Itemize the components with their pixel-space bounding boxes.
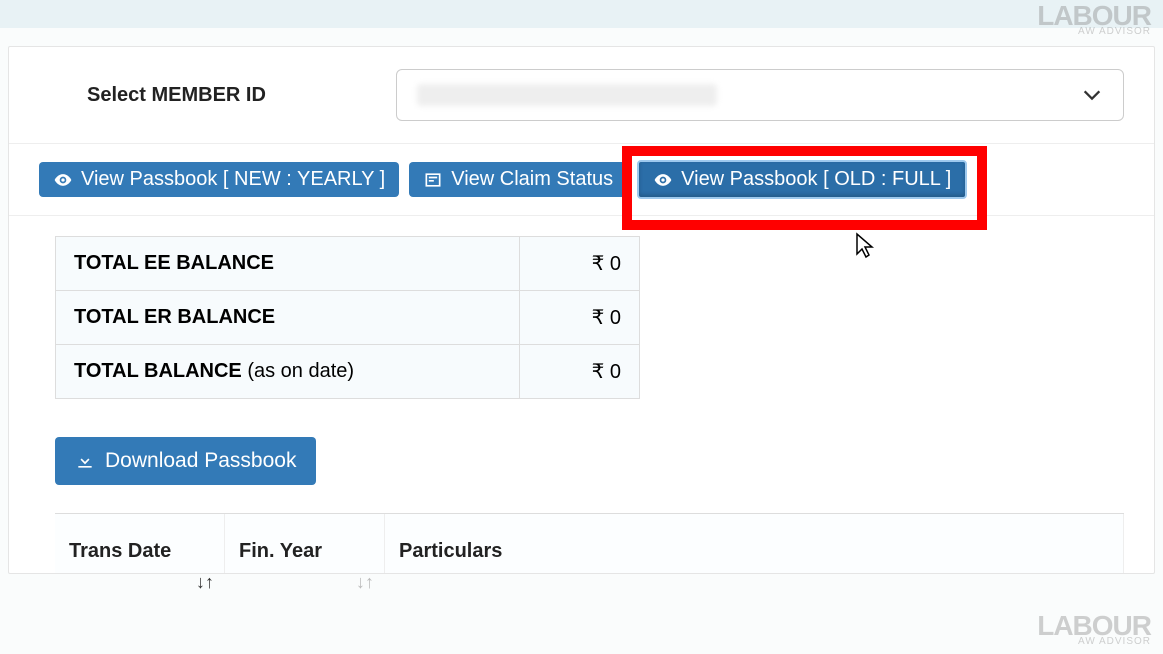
table-row: TOTAL ER BALANCE ₹ 0 <box>56 291 640 345</box>
news-icon <box>423 170 443 190</box>
view-claim-status-button[interactable]: View Claim Status <box>409 162 627 197</box>
button-label: View Claim Status <box>451 168 613 191</box>
balance-value-cell: ₹ 0 <box>520 345 640 399</box>
chevron-down-icon <box>1081 84 1103 106</box>
table-row: TOTAL EE BALANCE ₹ 0 <box>56 237 640 291</box>
eye-icon <box>53 170 73 190</box>
table-row: TOTAL BALANCE (as on date) ₹ 0 <box>56 345 640 399</box>
top-bar <box>0 0 1163 28</box>
column-header-fin-year[interactable]: Fin. Year ↓↑ <box>225 514 385 573</box>
view-passbook-old-button[interactable]: View Passbook [ OLD : FULL ] <box>637 160 967 199</box>
download-passbook-button[interactable]: Download Passbook <box>55 437 316 485</box>
column-header-particulars[interactable]: Particulars <box>385 514 1124 573</box>
sort-icon[interactable]: ↓↑ <box>356 572 374 593</box>
column-label: Fin. Year <box>239 540 322 562</box>
eye-icon <box>653 170 673 190</box>
member-id-select[interactable] <box>396 69 1124 121</box>
balance-label-cell: TOTAL EE BALANCE <box>56 237 520 291</box>
column-label: Trans Date <box>69 540 171 562</box>
button-label: View Passbook [ NEW : YEARLY ] <box>81 168 385 191</box>
balance-value-cell: ₹ 0 <box>520 237 640 291</box>
balance-value-cell: ₹ 0 <box>520 291 640 345</box>
button-label: View Passbook [ OLD : FULL ] <box>681 168 951 191</box>
watermark-top: LABOUR AW ADVISOR <box>1037 4 1151 36</box>
balance-summary-table: TOTAL EE BALANCE ₹ 0 TOTAL ER BALANCE ₹ … <box>55 236 640 399</box>
column-label: Particulars <box>399 540 502 562</box>
button-label: Download Passbook <box>105 449 296 473</box>
content-area: TOTAL EE BALANCE ₹ 0 TOTAL ER BALANCE ₹ … <box>9 216 1154 573</box>
member-id-row: Select MEMBER ID <box>9 47 1154 144</box>
action-buttons-row: View Passbook [ NEW : YEARLY ] View Clai… <box>9 144 1154 216</box>
member-id-value-hidden <box>417 84 717 106</box>
transactions-grid-header: Trans Date ↓↑ Fin. Year ↓↑ Particulars <box>55 513 1124 573</box>
watermark-bottom: LABOUR AW ADVISOR <box>1037 614 1151 646</box>
download-icon <box>75 451 95 471</box>
main-panel: Select MEMBER ID View Passbook [ NEW : Y… <box>8 46 1155 574</box>
view-passbook-new-button[interactable]: View Passbook [ NEW : YEARLY ] <box>39 162 399 197</box>
member-id-label: Select MEMBER ID <box>87 84 266 107</box>
sort-desc-icon[interactable]: ↓↑ <box>196 572 214 593</box>
balance-label-cell: TOTAL BALANCE (as on date) <box>56 345 520 399</box>
balance-label-cell: TOTAL ER BALANCE <box>56 291 520 345</box>
column-header-trans-date[interactable]: Trans Date ↓↑ <box>55 514 225 573</box>
